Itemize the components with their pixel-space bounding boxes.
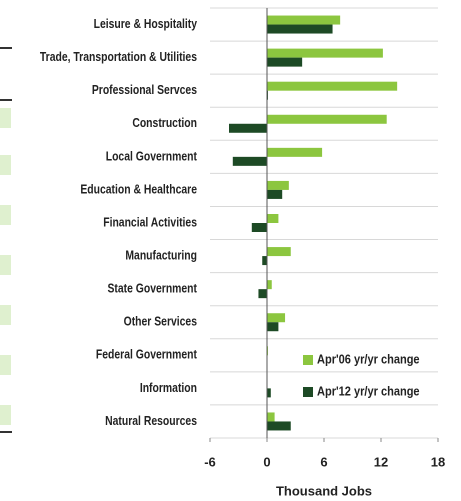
category-label: Manufacturing — [125, 248, 197, 262]
bar — [267, 189, 283, 199]
x-tick-label: 6 — [320, 454, 327, 469]
bar — [267, 81, 398, 91]
legend-label: Apr'06 yr/yr change — [317, 352, 420, 367]
bar — [267, 412, 275, 422]
bar — [267, 247, 291, 257]
legend-swatch — [303, 355, 313, 365]
category-labels: Leisure & Hospitality Trade, Transportati… — [40, 17, 198, 428]
bar — [267, 421, 291, 431]
bar — [267, 48, 383, 58]
category-label: State Government — [107, 282, 197, 296]
bar — [258, 289, 267, 299]
legend-swatch — [303, 387, 313, 397]
x-tick-label: 18 — [431, 454, 445, 469]
bar — [229, 123, 267, 133]
background-artifacts — [0, 47, 12, 433]
bar — [267, 180, 289, 190]
bar — [262, 256, 267, 266]
category-label: Natural Resources — [105, 414, 197, 428]
bar — [267, 313, 286, 323]
bar — [267, 57, 303, 67]
legend-label: Apr'12 yr/yr change — [317, 384, 420, 399]
category-label: Construction — [132, 116, 197, 130]
category-label: Federal Government — [96, 348, 197, 362]
x-tick-label: 12 — [374, 454, 388, 469]
bar — [267, 24, 333, 34]
x-tick-label: -6 — [204, 454, 216, 469]
bar — [267, 15, 341, 25]
category-label: Professional Servces — [92, 83, 198, 97]
category-label: Information — [140, 381, 197, 395]
bar — [232, 156, 267, 166]
bar — [251, 223, 267, 232]
bar — [267, 322, 279, 332]
bar — [267, 388, 271, 398]
category-label: Local Government — [106, 149, 197, 163]
category-label: Financial Activities — [103, 215, 197, 229]
category-label: Leisure & Hospitality — [94, 17, 198, 31]
bar — [267, 214, 279, 223]
bar — [267, 280, 272, 290]
category-label: Other Services — [124, 315, 198, 329]
bar — [267, 114, 387, 124]
x-axis-label: Thousand Jobs — [276, 483, 372, 498]
category-label: Trade, Transportation & Utilities — [40, 50, 198, 64]
bar — [267, 147, 323, 157]
category-label: Education & Healthcare — [80, 182, 197, 196]
x-tick-label: 0 — [263, 454, 270, 469]
